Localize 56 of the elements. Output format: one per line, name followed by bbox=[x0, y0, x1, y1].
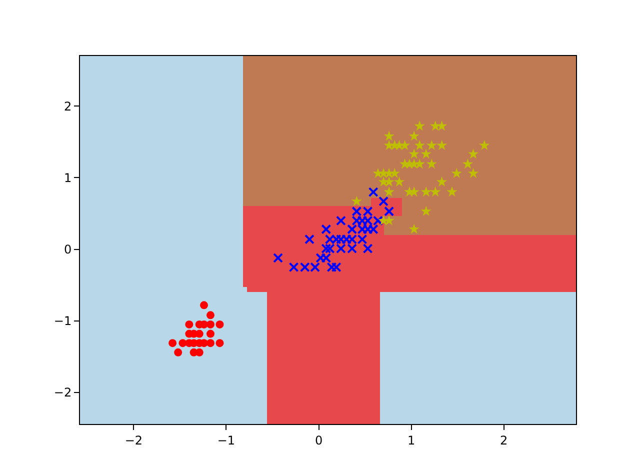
point bbox=[399, 140, 410, 150]
point bbox=[462, 158, 474, 169]
x-tick-label: −2 bbox=[124, 433, 143, 448]
point bbox=[408, 148, 420, 159]
point bbox=[384, 176, 394, 187]
y-tick-label: 2 bbox=[64, 99, 72, 114]
x-tick-label: −1 bbox=[217, 433, 236, 448]
point bbox=[304, 234, 314, 244]
point bbox=[185, 320, 194, 328]
point bbox=[479, 140, 490, 150]
point bbox=[468, 148, 479, 159]
point bbox=[321, 244, 332, 254]
point bbox=[408, 130, 420, 141]
point bbox=[336, 216, 346, 226]
point bbox=[378, 196, 389, 206]
y-tick-label: −1 bbox=[54, 314, 72, 328]
point bbox=[216, 320, 224, 328]
point bbox=[436, 120, 448, 131]
point bbox=[420, 186, 432, 197]
point bbox=[394, 176, 405, 187]
point bbox=[216, 339, 224, 348]
point bbox=[426, 158, 437, 169]
point bbox=[408, 224, 420, 234]
point bbox=[384, 186, 394, 197]
y-tick-label: −2 bbox=[54, 386, 72, 400]
y-tick-label: 1 bbox=[64, 170, 72, 185]
point bbox=[206, 330, 214, 338]
point bbox=[446, 186, 458, 197]
point bbox=[420, 206, 432, 216]
point bbox=[206, 311, 214, 320]
x-tick-label: 2 bbox=[500, 433, 508, 448]
point bbox=[451, 168, 462, 178]
point bbox=[168, 339, 177, 348]
point bbox=[426, 140, 437, 150]
y-tick-label: 0 bbox=[64, 242, 72, 257]
point bbox=[430, 186, 441, 197]
point bbox=[368, 187, 378, 198]
point bbox=[436, 176, 448, 187]
point bbox=[362, 244, 373, 254]
point bbox=[420, 148, 432, 159]
point bbox=[206, 320, 214, 328]
point bbox=[200, 301, 208, 310]
x-tick-label: 0 bbox=[314, 433, 323, 448]
point bbox=[351, 196, 362, 206]
point bbox=[414, 158, 425, 169]
point bbox=[174, 348, 182, 356]
point bbox=[436, 140, 448, 150]
point bbox=[384, 130, 394, 141]
point bbox=[414, 120, 425, 131]
point bbox=[389, 168, 400, 178]
x-tick-label: 1 bbox=[407, 433, 416, 448]
point bbox=[206, 339, 214, 348]
point bbox=[273, 252, 284, 263]
point bbox=[468, 168, 479, 178]
point bbox=[414, 140, 425, 150]
point bbox=[321, 224, 332, 234]
